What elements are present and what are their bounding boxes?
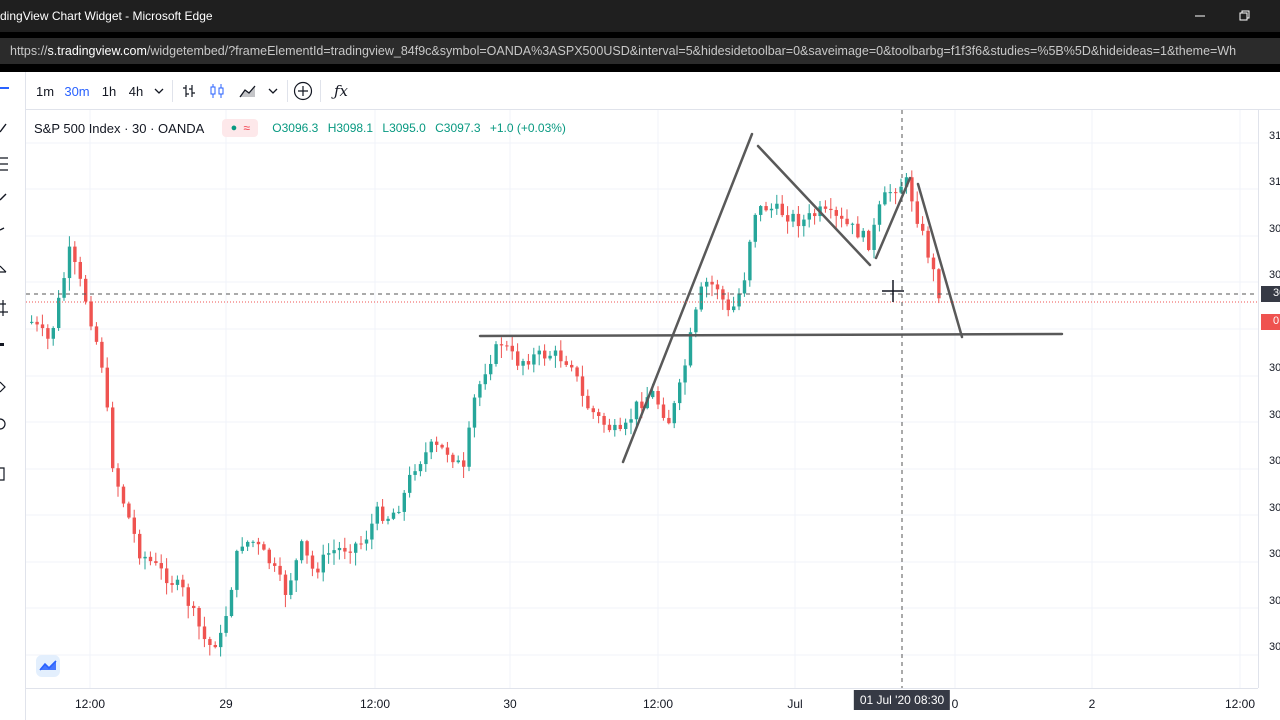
symbol-title[interactable]: S&P 500 Index · 30 · OANDA <box>34 120 205 136</box>
text-tool-icon[interactable] <box>0 227 5 231</box>
time-tick-label: 12:00 <box>74 697 106 711</box>
market-status-badge[interactable]: ● ≈ <box>222 119 259 137</box>
price-tick-label: 30 <box>1269 269 1280 281</box>
price-tick-label: 30 <box>1269 641 1280 653</box>
brush-tool-icon[interactable] <box>0 193 7 201</box>
interval-4h-button[interactable]: 4h <box>128 83 144 99</box>
close-value: C3097.3 <box>435 121 481 135</box>
price-tick-label: 30 <box>1269 409 1280 421</box>
prediction-tool-icon[interactable] <box>0 300 8 316</box>
high-value: H3098.1 <box>327 121 374 135</box>
tradingview-logo-icon[interactable] <box>36 655 60 677</box>
interval-1h-button[interactable]: 1h <box>101 83 117 99</box>
fx-icon[interactable]: ƒx <box>333 82 348 100</box>
chevron-down-icon[interactable] <box>152 80 166 102</box>
chart-legend: S&P 500 Index · 30 · OANDA ● ≈ O3096.3 H… <box>34 119 572 137</box>
top-toolbar: 1m 30m 1h 4h ƒx <box>26 72 1280 110</box>
price-tick-label: 30 <box>1269 455 1280 467</box>
magnet-tool-icon[interactable] <box>0 467 5 481</box>
time-tick-label: 30 <box>503 697 517 711</box>
crosshair-date-label: 01 Jul '20 08:30 <box>853 690 951 710</box>
minimize-icon[interactable] <box>1177 0 1223 32</box>
time-tick-label: 12:00 <box>1224 697 1256 711</box>
interval-1m-button[interactable]: 1m <box>35 83 55 99</box>
price-tick-label: 31 <box>1269 130 1280 142</box>
icon-tool-icon[interactable] <box>0 343 4 346</box>
price-tick-label: 30 <box>1269 548 1280 560</box>
ohlc-values: O3096.3 H3098.1 L3095.0 C3097.3 +1.0 (+0… <box>272 121 572 135</box>
zoom-tool-icon[interactable] <box>0 418 6 430</box>
time-tick-label: 12:00 <box>642 697 674 711</box>
time-tick-label: Jul <box>787 697 803 711</box>
measure-tool-icon[interactable] <box>0 381 6 393</box>
url-text[interactable]: https://s.tradingview.com/widgetembed/?f… <box>10 44 1237 58</box>
price-tick-label: 30 <box>1269 595 1280 607</box>
add-indicator-icon[interactable] <box>292 80 314 102</box>
price-tick-label: 31 <box>1269 176 1280 188</box>
chart-widget[interactable]: 1m 30m 1h 4h ƒx S&P 500 Index · 30 · OAN… <box>0 72 1280 720</box>
price-tick-label: 30 <box>1269 502 1280 514</box>
time-tick-label: 0 <box>951 697 959 711</box>
price-tick-label: 30 <box>1269 223 1280 235</box>
change-value: +1.0 (+0.03%) <box>489 121 566 135</box>
trend-line-tool-icon[interactable] <box>0 123 7 133</box>
crosshair-price-tag: 30 <box>1261 286 1280 302</box>
time-tick-label: 12:00 <box>359 697 391 711</box>
restore-icon[interactable] <box>1222 0 1268 32</box>
time-tick-label: 29 <box>219 697 233 711</box>
interval-30m-button[interactable]: 30m <box>64 83 90 99</box>
time-axis[interactable]: 12:00 29 12:00 30 12:00 Jul 0 2 12:00 <box>26 688 1258 720</box>
price-tick-label: 30 <box>1269 362 1280 374</box>
last-price-tag: 0 <box>1261 314 1280 330</box>
open-value: O3096.3 <box>272 121 319 135</box>
window-title: dingView Chart Widget - Microsoft Edge <box>0 9 213 23</box>
chart-canvas[interactable] <box>0 72 1280 720</box>
chevron-down-icon[interactable] <box>266 80 280 102</box>
pattern-tool-icon[interactable] <box>0 265 7 273</box>
drawing-toolbar <box>0 72 26 720</box>
bars-chart-icon[interactable] <box>179 80 199 102</box>
cursor-tool-icon[interactable] <box>0 87 9 89</box>
low-value: L3095.0 <box>382 121 426 135</box>
window-titlebar: dingView Chart Widget - Microsoft Edge <box>0 0 1280 32</box>
time-tick-label: 2 <box>1088 697 1096 711</box>
area-chart-icon[interactable] <box>237 80 259 102</box>
candles-chart-icon[interactable] <box>207 80 227 102</box>
price-axis[interactable]: 313130303030303030303030300 <box>1258 110 1280 688</box>
fib-tool-icon[interactable] <box>0 157 8 171</box>
address-bar[interactable]: https://s.tradingview.com/widgetembed/?f… <box>0 38 1280 64</box>
